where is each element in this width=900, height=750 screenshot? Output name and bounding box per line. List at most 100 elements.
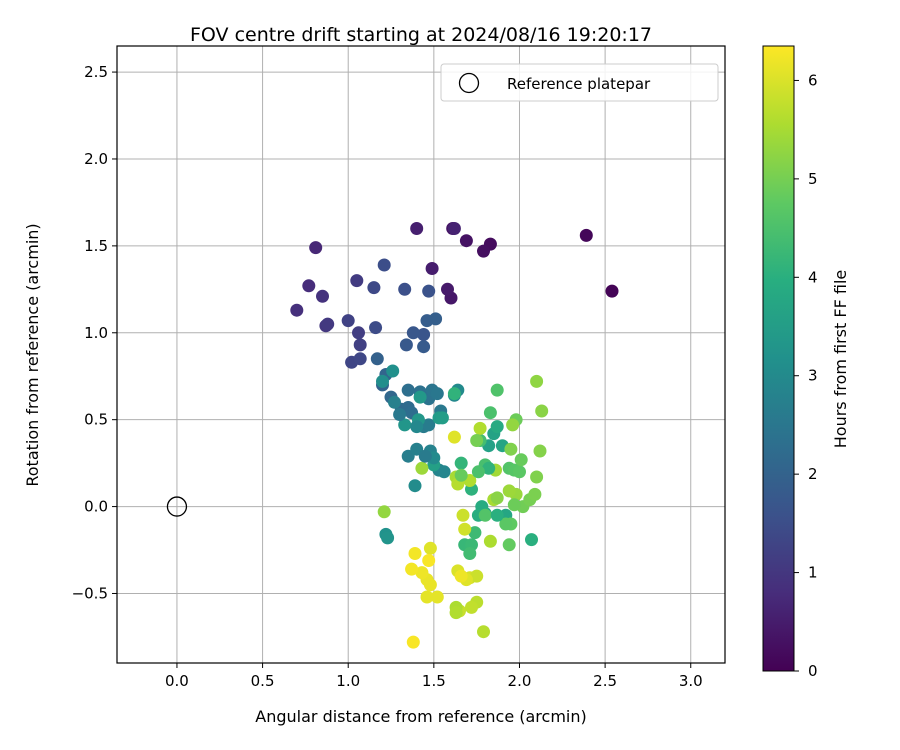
x-tick-label: 3.0 bbox=[679, 672, 703, 690]
scatter-point bbox=[477, 625, 490, 639]
scatter-point bbox=[507, 498, 521, 512]
scatter-point bbox=[579, 228, 593, 242]
plot-frame bbox=[116, 45, 726, 664]
scatter-point bbox=[435, 411, 449, 425]
y-axis-ticks: −0.5 0.0 0.5 1.0 1.5 2.0 2.5 bbox=[72, 63, 117, 602]
y-tick-label: −0.5 bbox=[72, 584, 108, 602]
scatter-point bbox=[406, 635, 420, 649]
scatter-point bbox=[418, 449, 432, 463]
scatter-point bbox=[381, 531, 395, 545]
scatter-point bbox=[410, 420, 424, 434]
scatter-point bbox=[437, 465, 451, 479]
x-tick-label: 0.0 bbox=[165, 672, 189, 690]
scatter-point bbox=[367, 281, 381, 295]
scatter-point bbox=[528, 487, 542, 501]
scatter-point bbox=[410, 222, 424, 235]
scatter-points bbox=[290, 222, 619, 649]
scatter-point bbox=[473, 421, 487, 435]
scatter-point bbox=[410, 442, 424, 456]
scatter-point bbox=[429, 312, 443, 326]
scatter-point bbox=[415, 566, 429, 580]
scatter-point bbox=[449, 606, 463, 620]
y-tick-label: 1.0 bbox=[84, 324, 108, 342]
colorbar-tick-label: 0 bbox=[808, 662, 818, 680]
scatter-point bbox=[468, 526, 482, 540]
reference-marker-group bbox=[166, 496, 188, 517]
scatter-point bbox=[388, 395, 401, 409]
scatter-point bbox=[441, 282, 454, 296]
scatter-point bbox=[490, 383, 504, 397]
scatter-point bbox=[490, 491, 504, 505]
colorbar-tick-label: 2 bbox=[808, 465, 818, 483]
scatter-point bbox=[454, 569, 468, 583]
scatter-point bbox=[502, 538, 516, 552]
colorbar-tick-label: 3 bbox=[808, 367, 818, 385]
scatter-point bbox=[423, 541, 437, 555]
scatter-point bbox=[425, 262, 439, 275]
scatter-point bbox=[447, 222, 461, 235]
scatter-point bbox=[513, 465, 526, 479]
scatter-point bbox=[417, 328, 431, 341]
scatter-point bbox=[525, 533, 538, 547]
scatter-point bbox=[605, 284, 619, 298]
scatter-point bbox=[399, 338, 413, 352]
scatter-point bbox=[369, 321, 383, 335]
scatter-point bbox=[386, 364, 400, 378]
scatter-point bbox=[417, 340, 431, 354]
reference-platepar-marker bbox=[166, 496, 188, 517]
y-tick-label: 0.0 bbox=[84, 498, 108, 516]
scatter-point bbox=[530, 374, 544, 388]
y-tick-label: 0.5 bbox=[84, 411, 108, 429]
scatter-point bbox=[478, 508, 492, 522]
scatter-point bbox=[398, 418, 412, 432]
scatter-point bbox=[341, 314, 355, 328]
scatter-point bbox=[405, 562, 419, 576]
scatter-point bbox=[377, 258, 391, 272]
scatter-point bbox=[490, 420, 504, 434]
scatter-point bbox=[422, 554, 436, 567]
scatter-point bbox=[502, 484, 516, 498]
scatter-point bbox=[370, 352, 384, 366]
scatter-point bbox=[290, 303, 304, 317]
scatter-point bbox=[504, 442, 518, 456]
scatter-point bbox=[321, 317, 335, 331]
scatter-point bbox=[456, 508, 470, 522]
colorbar bbox=[762, 45, 795, 672]
colorbar-label: Hours from first FF file bbox=[831, 270, 850, 449]
legend-entry-reference: Reference platepar bbox=[507, 75, 651, 93]
scatter-point bbox=[465, 600, 478, 614]
scatter-point bbox=[376, 374, 389, 388]
scatter-point bbox=[401, 383, 415, 397]
x-tick-label: 1.0 bbox=[336, 672, 360, 690]
scatter-point bbox=[377, 505, 391, 519]
scatter-point bbox=[302, 279, 316, 293]
x-axis-ticks: 0.0 0.5 1.0 1.5 2.0 2.5 3.0 bbox=[165, 663, 703, 690]
scatter-point bbox=[353, 352, 367, 366]
scatter-point bbox=[471, 465, 485, 479]
x-tick-label: 2.5 bbox=[593, 672, 617, 690]
scatter-point bbox=[458, 522, 472, 536]
scatter-point bbox=[408, 479, 422, 493]
x-tick-label: 1.5 bbox=[422, 672, 446, 690]
scatter-point bbox=[353, 338, 367, 352]
scatter-point bbox=[415, 461, 429, 475]
scatter-point bbox=[490, 508, 504, 522]
scatter-point bbox=[499, 517, 513, 531]
chart-title: FOV centre drift starting at 2024/08/16 … bbox=[190, 24, 652, 46]
colorbar-tick-label: 6 bbox=[808, 71, 818, 89]
scatter-point bbox=[454, 456, 468, 470]
scatter-point bbox=[430, 590, 444, 604]
scatter-point bbox=[393, 408, 407, 421]
scatter-point bbox=[506, 418, 520, 432]
y-tick-label: 1.5 bbox=[84, 237, 108, 255]
scatter-point bbox=[514, 453, 528, 467]
scatter-point bbox=[430, 387, 444, 401]
scatter-point bbox=[533, 444, 547, 458]
legend: Reference platepar bbox=[440, 63, 719, 102]
scatter-point bbox=[352, 326, 365, 340]
legend-reference-marker bbox=[458, 72, 480, 94]
colorbar-tick-label: 1 bbox=[808, 564, 818, 582]
scatter-point bbox=[422, 418, 436, 432]
x-tick-label: 0.5 bbox=[251, 672, 275, 690]
